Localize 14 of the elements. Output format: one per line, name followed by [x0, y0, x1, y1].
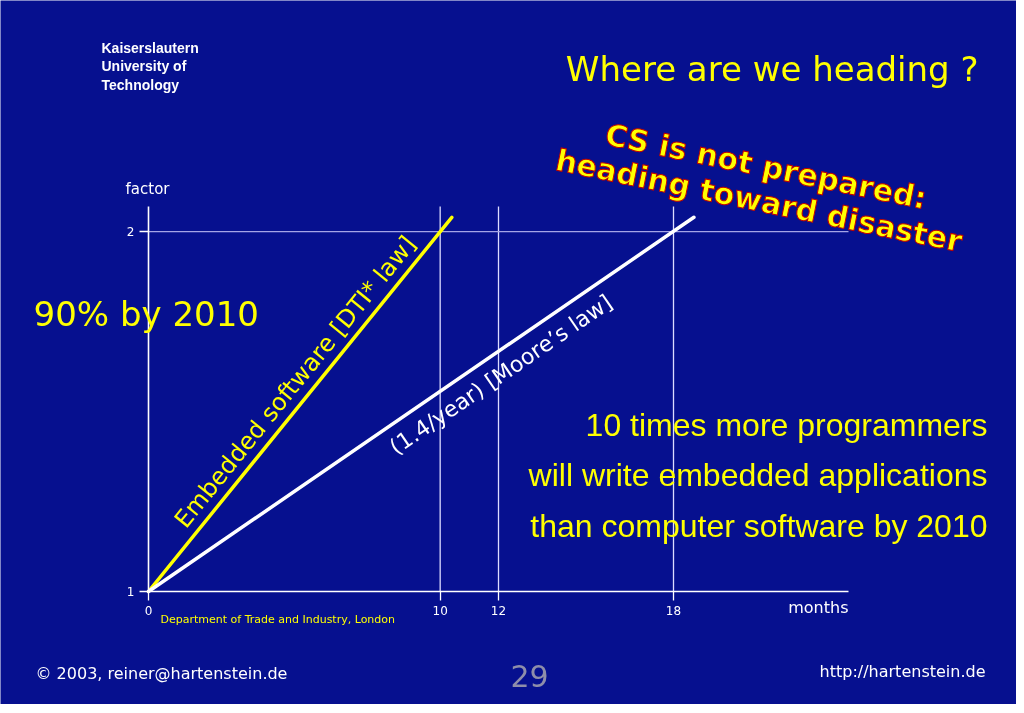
text: Kaiserslautern University of Technology	[101, 40, 199, 93]
x-axis-title: months	[788, 598, 849, 617]
x-tick-label: 18	[665, 603, 682, 618]
x-tick-label: 0	[144, 603, 153, 618]
text: Department of Trade and Industry, London	[160, 613, 396, 626]
y-axis-title: factor	[125, 179, 171, 198]
text: http://hartenstein.de	[819, 662, 986, 681]
chart-title: Where are we heading ?	[565, 48, 979, 89]
text: © 2003, reiner@hartenstein.de	[35, 664, 288, 683]
y-tick-label: 2	[126, 225, 135, 240]
text: 29	[510, 658, 549, 694]
y-tick-label: 1	[126, 585, 135, 599]
x-tick-label: 12	[490, 603, 507, 618]
x-tick-label: 10	[432, 603, 448, 618]
